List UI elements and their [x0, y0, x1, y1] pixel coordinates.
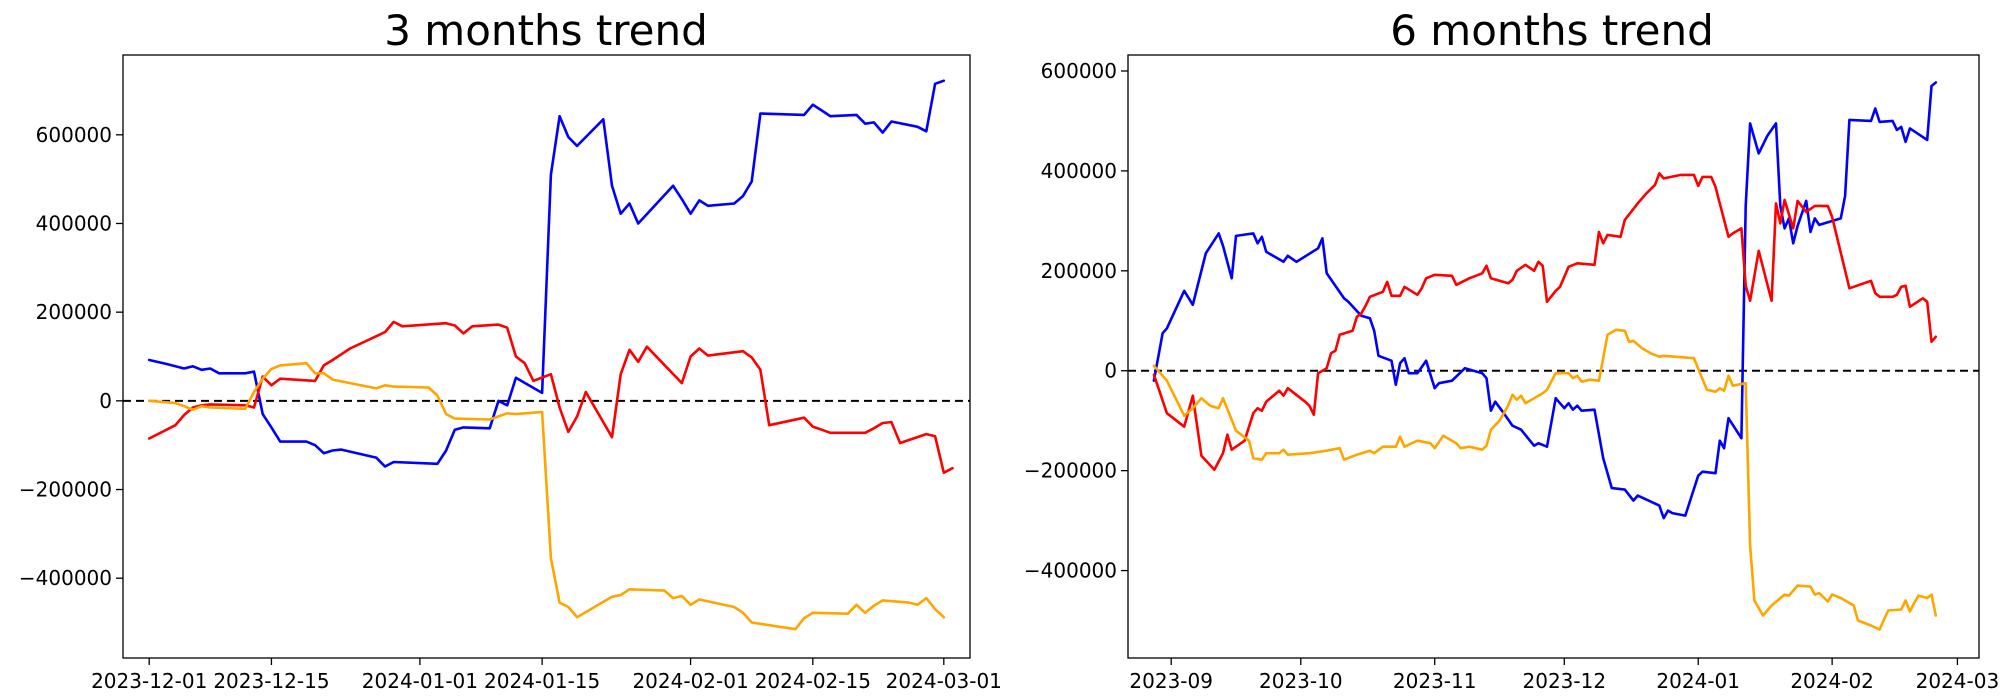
series-line [147, 320, 954, 475]
x-tick-label: 2023-10 [1259, 669, 1343, 693]
y-tick-label: 400000 [1041, 159, 1117, 183]
series-line [1152, 328, 1938, 631]
y-tick-label: 0 [1104, 359, 1117, 383]
x-tick-label: 2024-01-01 [362, 669, 478, 693]
plot-frame [1127, 54, 1980, 659]
y-tick-label: 400000 [36, 211, 112, 235]
series-lines [1152, 81, 1938, 631]
chart-3-months: 3 months trend 2023-12-01 2023-12-15 2024-… [19, 6, 1002, 693]
x-tick-label: 2023-11 [1393, 669, 1477, 693]
x-tick-label: 2023-12-01 [91, 669, 207, 693]
plot-frame [122, 54, 971, 659]
series-line [1152, 172, 1938, 472]
y-tick-label: −400000 [19, 566, 112, 590]
y-tick-label: 0 [99, 389, 112, 413]
x-tick-label: 2024-01-15 [484, 669, 600, 693]
chart-6-months: 6 months trend 2023-09 2023-10 2023-11 2023… [1024, 6, 1999, 693]
series-line [147, 79, 946, 468]
y-tick-label: −400000 [1024, 559, 1117, 583]
y-tick-label: 600000 [36, 123, 112, 147]
chart-title: 6 months trend [1390, 6, 1714, 55]
series-lines [147, 79, 954, 631]
x-tick-label: 2024-02-15 [755, 669, 871, 693]
axis-ticks: 2023-12-01 2023-12-15 2024-01-01 2024-01-15… [19, 123, 1002, 693]
x-tick-label: 2024-02 [1790, 669, 1874, 693]
x-tick-label: 2024-01 [1656, 669, 1740, 693]
x-tick-label: 2023-12-15 [213, 669, 329, 693]
y-tick-label: 200000 [36, 300, 112, 324]
series-line [1152, 81, 1938, 520]
y-tick-label: −200000 [19, 478, 112, 502]
chart-title: 3 months trend [384, 6, 708, 55]
series-line [147, 361, 946, 631]
axis-ticks: 2023-09 2023-10 2023-11 2023-12 2024-01 2024-… [1024, 59, 1999, 693]
y-tick-label: 600000 [1041, 59, 1117, 83]
x-tick-label: 2024-03 [1916, 669, 2000, 693]
y-tick-label: −200000 [1024, 459, 1117, 483]
y-tick-label: 200000 [1041, 259, 1117, 283]
x-tick-label: 2024-02-01 [632, 669, 748, 693]
x-tick-label: 2023-12 [1523, 669, 1607, 693]
x-tick-label: 2023-09 [1129, 669, 1213, 693]
x-tick-label: 2024-03-01 [886, 669, 1002, 693]
